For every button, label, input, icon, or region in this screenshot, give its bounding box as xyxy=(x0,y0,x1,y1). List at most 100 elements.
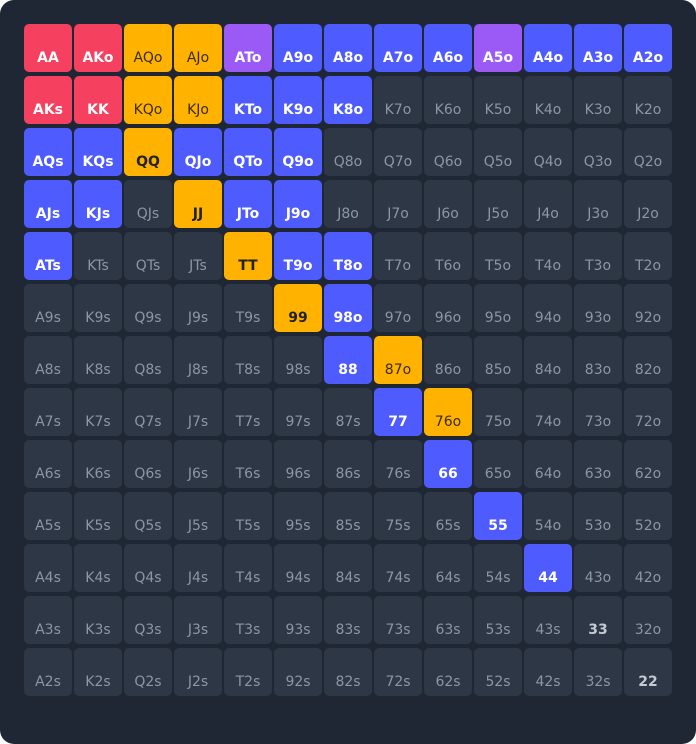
hand-cell-92o[interactable]: 92o xyxy=(624,284,672,332)
hand-cell-k6s[interactable]: K6s xyxy=(74,440,122,488)
hand-cell-32s[interactable]: 32s xyxy=(574,648,622,696)
hand-cell-t7s[interactable]: T7s xyxy=(224,388,272,436)
hand-cell-94o[interactable]: 94o xyxy=(524,284,572,332)
hand-cell-55[interactable]: 55 xyxy=(474,492,522,540)
hand-cell-a7o[interactable]: A7o xyxy=(374,24,422,72)
hand-cell-82s[interactable]: 82s xyxy=(324,648,372,696)
hand-cell-a8s[interactable]: A8s xyxy=(24,336,72,384)
hand-cell-aqs[interactable]: AQs xyxy=(24,128,72,176)
hand-cell-a8o[interactable]: A8o xyxy=(324,24,372,72)
hand-cell-j9o[interactable]: J9o xyxy=(274,180,322,228)
hand-cell-q3o[interactable]: Q3o xyxy=(574,128,622,176)
hand-cell-k5o[interactable]: K5o xyxy=(474,76,522,124)
hand-cell-75o[interactable]: 75o xyxy=(474,388,522,436)
hand-cell-87s[interactable]: 87s xyxy=(324,388,372,436)
hand-cell-qts[interactable]: QTs xyxy=(124,232,172,280)
hand-cell-j8o[interactable]: J8o xyxy=(324,180,372,228)
hand-cell-a2o[interactable]: A2o xyxy=(624,24,672,72)
hand-cell-42s[interactable]: 42s xyxy=(524,648,572,696)
hand-cell-kqs[interactable]: KQs xyxy=(74,128,122,176)
hand-cell-86s[interactable]: 86s xyxy=(324,440,372,488)
hand-cell-99[interactable]: 99 xyxy=(274,284,322,332)
hand-cell-62s[interactable]: 62s xyxy=(424,648,472,696)
hand-cell-t2o[interactable]: T2o xyxy=(624,232,672,280)
hand-cell-j5s[interactable]: J5s xyxy=(174,492,222,540)
hand-cell-a4s[interactable]: A4s xyxy=(24,544,72,592)
hand-cell-qjo[interactable]: QJo xyxy=(174,128,222,176)
hand-cell-53s[interactable]: 53s xyxy=(474,596,522,644)
hand-cell-kjs[interactable]: KJs xyxy=(74,180,122,228)
hand-cell-kqo[interactable]: KQo xyxy=(124,76,172,124)
hand-cell-a5s[interactable]: A5s xyxy=(24,492,72,540)
hand-cell-54o[interactable]: 54o xyxy=(524,492,572,540)
hand-cell-kto[interactable]: KTo xyxy=(224,76,272,124)
hand-cell-85s[interactable]: 85s xyxy=(324,492,372,540)
hand-cell-q6o[interactable]: Q6o xyxy=(424,128,472,176)
hand-cell-q9s[interactable]: Q9s xyxy=(124,284,172,332)
hand-cell-93s[interactable]: 93s xyxy=(274,596,322,644)
hand-cell-54s[interactable]: 54s xyxy=(474,544,522,592)
hand-cell-ajo[interactable]: AJo xyxy=(174,24,222,72)
hand-cell-65s[interactable]: 65s xyxy=(424,492,472,540)
hand-cell-k7s[interactable]: K7s xyxy=(74,388,122,436)
hand-cell-ato[interactable]: ATo xyxy=(224,24,272,72)
hand-cell-63o[interactable]: 63o xyxy=(574,440,622,488)
hand-cell-k8s[interactable]: K8s xyxy=(74,336,122,384)
hand-cell-ako[interactable]: AKo xyxy=(74,24,122,72)
hand-cell-92s[interactable]: 92s xyxy=(274,648,322,696)
hand-cell-q5o[interactable]: Q5o xyxy=(474,128,522,176)
hand-cell-96o[interactable]: 96o xyxy=(424,284,472,332)
hand-cell-a4o[interactable]: A4o xyxy=(524,24,572,72)
hand-cell-q3s[interactable]: Q3s xyxy=(124,596,172,644)
hand-cell-ats[interactable]: ATs xyxy=(24,232,72,280)
hand-cell-76s[interactable]: 76s xyxy=(374,440,422,488)
hand-cell-jj[interactable]: JJ xyxy=(174,180,222,228)
hand-cell-j6o[interactable]: J6o xyxy=(424,180,472,228)
hand-cell-73s[interactable]: 73s xyxy=(374,596,422,644)
hand-cell-k9s[interactable]: K9s xyxy=(74,284,122,332)
hand-cell-j8s[interactable]: J8s xyxy=(174,336,222,384)
hand-cell-52o[interactable]: 52o xyxy=(624,492,672,540)
hand-cell-k2o[interactable]: K2o xyxy=(624,76,672,124)
hand-cell-t6o[interactable]: T6o xyxy=(424,232,472,280)
hand-cell-a6s[interactable]: A6s xyxy=(24,440,72,488)
hand-cell-kts[interactable]: KTs xyxy=(74,232,122,280)
hand-cell-q9o[interactable]: Q9o xyxy=(274,128,322,176)
hand-cell-k5s[interactable]: K5s xyxy=(74,492,122,540)
hand-cell-q8o[interactable]: Q8o xyxy=(324,128,372,176)
hand-cell-a3o[interactable]: A3o xyxy=(574,24,622,72)
hand-cell-q7o[interactable]: Q7o xyxy=(374,128,422,176)
hand-cell-a9o[interactable]: A9o xyxy=(274,24,322,72)
hand-cell-52s[interactable]: 52s xyxy=(474,648,522,696)
hand-cell-k9o[interactable]: K9o xyxy=(274,76,322,124)
hand-cell-87o[interactable]: 87o xyxy=(374,336,422,384)
hand-cell-t5o[interactable]: T5o xyxy=(474,232,522,280)
hand-cell-q7s[interactable]: Q7s xyxy=(124,388,172,436)
hand-cell-ajs[interactable]: AJs xyxy=(24,180,72,228)
hand-cell-95s[interactable]: 95s xyxy=(274,492,322,540)
hand-cell-j6s[interactable]: J6s xyxy=(174,440,222,488)
hand-cell-22[interactable]: 22 xyxy=(624,648,672,696)
hand-cell-jto[interactable]: JTo xyxy=(224,180,272,228)
hand-cell-64s[interactable]: 64s xyxy=(424,544,472,592)
hand-cell-t9s[interactable]: T9s xyxy=(224,284,272,332)
hand-cell-84o[interactable]: 84o xyxy=(524,336,572,384)
hand-cell-j3o[interactable]: J3o xyxy=(574,180,622,228)
hand-cell-83s[interactable]: 83s xyxy=(324,596,372,644)
hand-cell-aa[interactable]: AA xyxy=(24,24,72,72)
hand-cell-jts[interactable]: JTs xyxy=(174,232,222,280)
hand-cell-a5o[interactable]: A5o xyxy=(474,24,522,72)
hand-cell-k6o[interactable]: K6o xyxy=(424,76,472,124)
hand-cell-44[interactable]: 44 xyxy=(524,544,572,592)
hand-cell-42o[interactable]: 42o xyxy=(624,544,672,592)
hand-cell-73o[interactable]: 73o xyxy=(574,388,622,436)
hand-cell-a7s[interactable]: A7s xyxy=(24,388,72,436)
hand-cell-86o[interactable]: 86o xyxy=(424,336,472,384)
hand-cell-j2s[interactable]: J2s xyxy=(174,648,222,696)
hand-cell-t8s[interactable]: T8s xyxy=(224,336,272,384)
hand-cell-q4o[interactable]: Q4o xyxy=(524,128,572,176)
hand-cell-kk[interactable]: KK xyxy=(74,76,122,124)
hand-cell-62o[interactable]: 62o xyxy=(624,440,672,488)
hand-cell-95o[interactable]: 95o xyxy=(474,284,522,332)
hand-cell-t6s[interactable]: T6s xyxy=(224,440,272,488)
